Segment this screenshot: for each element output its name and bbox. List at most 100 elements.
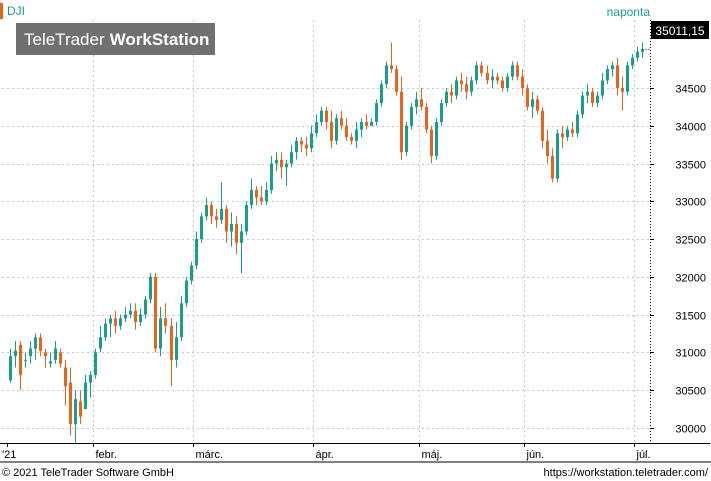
candle (360, 118, 363, 138)
candle-body (616, 65, 619, 88)
candle-body (49, 361, 52, 364)
candle (516, 61, 519, 81)
candle (9, 348, 12, 383)
candle (420, 87, 423, 111)
candle-body (385, 65, 388, 85)
candle (596, 91, 599, 107)
period-label[interactable]: naponta (607, 5, 651, 19)
candle (370, 118, 373, 126)
candle-body (350, 137, 353, 141)
candle (79, 390, 82, 425)
candle-body (521, 76, 524, 88)
candle (320, 106, 323, 126)
candle-body (390, 65, 393, 70)
candle (210, 201, 213, 224)
candle (114, 310, 117, 334)
candle (531, 91, 534, 119)
grid-lines (2, 20, 650, 443)
candle (566, 125, 569, 141)
candle-body (536, 99, 539, 111)
candle-body (460, 80, 463, 85)
candle (180, 295, 183, 342)
candle (124, 307, 127, 323)
candle (54, 341, 57, 364)
candle-body (59, 352, 62, 364)
candle (345, 118, 348, 141)
candle (425, 103, 428, 134)
candle-body (240, 231, 243, 243)
candle-body (84, 382, 87, 410)
candle-body (215, 216, 218, 221)
candle (380, 80, 383, 107)
x-tick-label: '21 (2, 449, 16, 461)
candle (506, 72, 509, 92)
candle-body (270, 163, 273, 190)
candle (486, 65, 489, 85)
candle-body (290, 152, 293, 164)
candle (225, 205, 228, 243)
candle (200, 212, 203, 243)
candle-body (195, 239, 198, 266)
candle (496, 72, 499, 85)
candle-body (581, 95, 584, 115)
candle-body (310, 133, 313, 149)
candle (335, 114, 338, 145)
candle-body (480, 65, 483, 73)
candle-body (470, 80, 473, 92)
candle-body (576, 114, 579, 134)
candle (99, 325, 102, 353)
candle-body (94, 352, 97, 376)
candle (19, 341, 22, 391)
candle-body (435, 121, 438, 156)
y-tick-label: 34500 (675, 84, 706, 96)
candle (104, 318, 107, 342)
candle-body (305, 144, 308, 149)
candle-body (190, 265, 193, 281)
footer-url[interactable]: https://workstation.teletrader.com/ (544, 467, 709, 479)
x-tick-label: márc. (196, 449, 224, 461)
candle (129, 303, 132, 319)
candle (119, 314, 122, 330)
candlestick-series (9, 42, 644, 443)
candle-body (541, 110, 544, 141)
candle-body (355, 129, 358, 141)
candle-body (626, 65, 629, 92)
candle (415, 91, 418, 115)
candle-body (79, 401, 82, 417)
candle-body (345, 125, 348, 138)
candle (315, 114, 318, 138)
candle-body (225, 208, 228, 232)
symbol-marker (0, 3, 3, 19)
candle (285, 159, 288, 187)
candle-body (320, 110, 323, 122)
candle (460, 72, 463, 92)
x-tick-label: jún. (526, 449, 545, 461)
candle (29, 341, 32, 364)
candle-body (400, 91, 403, 153)
candle (440, 99, 443, 126)
candle (430, 125, 433, 164)
candle-body (335, 118, 338, 141)
candle-body (551, 155, 554, 179)
candle (571, 121, 574, 138)
candle (190, 261, 193, 285)
candle-body (526, 87, 529, 107)
candle-body (405, 125, 408, 153)
candle-body (205, 205, 208, 217)
candle (480, 61, 483, 77)
candle-body (129, 310, 132, 315)
candle (144, 295, 147, 319)
candle-body (561, 133, 564, 138)
candle (255, 186, 258, 206)
candle (275, 152, 278, 172)
candle-body (19, 344, 22, 376)
candle (230, 212, 233, 247)
x-tick-label: júl. (636, 449, 651, 461)
candle (400, 76, 403, 160)
candle (89, 371, 92, 398)
candle (576, 110, 579, 138)
candle-body (245, 205, 248, 232)
candle (300, 137, 303, 153)
candle-body (69, 382, 72, 425)
candle (365, 114, 368, 130)
